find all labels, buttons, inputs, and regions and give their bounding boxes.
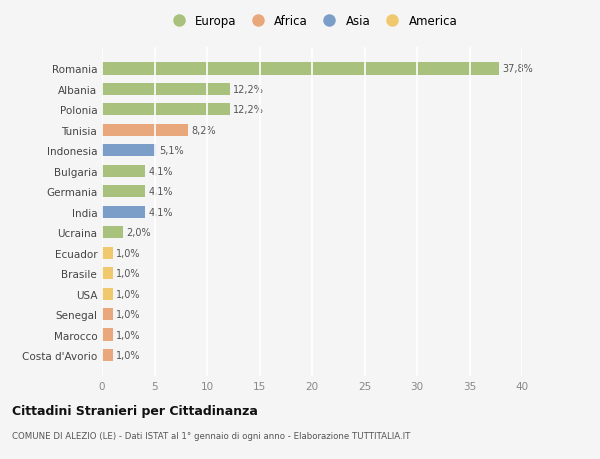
Text: 1,0%: 1,0% [116, 289, 140, 299]
Text: 4,1%: 4,1% [148, 167, 173, 176]
Text: 4,1%: 4,1% [148, 187, 173, 197]
Text: 1,0%: 1,0% [116, 269, 140, 279]
Text: 5,1%: 5,1% [159, 146, 184, 156]
Bar [102, 227, 123, 239]
Bar [102, 165, 145, 178]
Text: COMUNE DI ALEZIO (LE) - Dati ISTAT al 1° gennaio di ogni anno - Elaborazione TUT: COMUNE DI ALEZIO (LE) - Dati ISTAT al 1°… [12, 431, 410, 441]
Text: Cittadini Stranieri per Cittadinanza: Cittadini Stranieri per Cittadinanza [12, 404, 258, 417]
Text: 1,0%: 1,0% [116, 350, 140, 360]
Bar [102, 206, 145, 218]
Bar [102, 247, 113, 259]
Text: 12,2%: 12,2% [233, 85, 264, 95]
Text: 4,1%: 4,1% [148, 207, 173, 217]
Bar [102, 63, 499, 75]
Text: 2,0%: 2,0% [126, 228, 151, 238]
Bar [102, 104, 230, 116]
Bar [102, 186, 145, 198]
Bar [102, 288, 113, 300]
Bar [102, 268, 113, 280]
Text: 8,2%: 8,2% [191, 126, 216, 135]
Legend: Europa, Africa, Asia, America: Europa, Africa, Asia, America [167, 15, 457, 28]
Text: 1,0%: 1,0% [116, 330, 140, 340]
Bar [102, 329, 113, 341]
Bar [102, 349, 113, 362]
Text: 1,0%: 1,0% [116, 309, 140, 319]
Text: 12,2%: 12,2% [233, 105, 264, 115]
Bar [102, 308, 113, 320]
Text: 37,8%: 37,8% [502, 64, 533, 74]
Bar [102, 145, 155, 157]
Bar [102, 124, 188, 137]
Text: 1,0%: 1,0% [116, 248, 140, 258]
Bar [102, 84, 230, 96]
